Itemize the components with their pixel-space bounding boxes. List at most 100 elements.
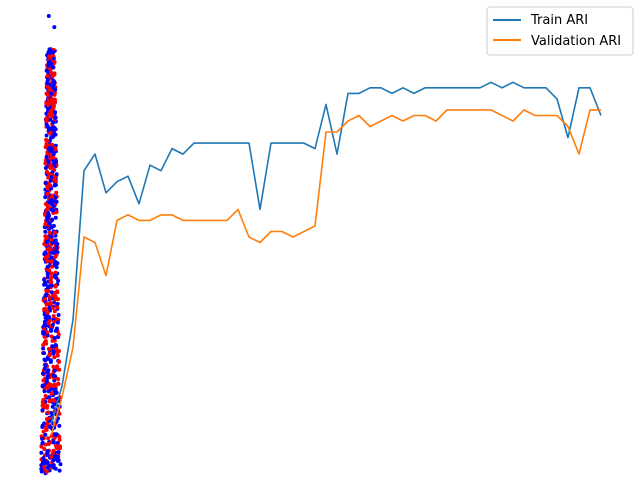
scatter-point <box>46 347 51 351</box>
scatter-point <box>44 240 49 244</box>
scatter-point <box>56 382 61 386</box>
scatter-point <box>42 458 47 463</box>
scatter-point <box>44 341 49 346</box>
scatter-point <box>46 284 51 289</box>
scatter-point <box>52 401 57 406</box>
scatter-point <box>48 425 53 430</box>
scatter-point <box>46 211 51 215</box>
scatter-point <box>42 307 47 312</box>
scatter-point <box>53 215 58 220</box>
legend: Train ARI Validation ARI <box>486 6 634 56</box>
scatter-point <box>50 259 54 264</box>
scatter-point <box>48 279 53 284</box>
legend-label-train: Train ARI <box>530 13 588 28</box>
scatter-point <box>52 199 57 204</box>
scatter-point <box>52 435 57 440</box>
scatter-point <box>40 441 45 446</box>
legend-frame <box>486 6 634 56</box>
scatter-point <box>49 271 54 276</box>
scatter-point <box>53 270 58 275</box>
scatter-point <box>46 442 51 446</box>
scatter-point <box>44 142 49 146</box>
scatter-point <box>41 429 46 434</box>
scatter-point <box>44 118 49 123</box>
scatter-point <box>42 447 47 451</box>
scatter-point <box>57 367 62 372</box>
scatter-point <box>44 469 49 474</box>
scatter-point <box>57 434 62 439</box>
scatter-point <box>42 366 47 371</box>
legend-label-validation: Validation ARI <box>531 34 621 49</box>
scatter-point <box>53 238 58 243</box>
scatter-point <box>51 314 56 319</box>
scatter-overlay <box>39 14 63 476</box>
scatter-point <box>50 142 55 147</box>
scatter-point <box>50 217 55 222</box>
scatter-point <box>42 297 47 301</box>
scatter-point <box>46 103 51 107</box>
scatter-point <box>43 229 48 234</box>
scatter-point <box>43 394 48 398</box>
scatter-point <box>48 130 53 135</box>
scatter-point <box>51 158 56 163</box>
scatter-point <box>44 169 49 174</box>
scatter-point <box>48 165 53 170</box>
scatter-point <box>42 464 47 469</box>
scatter-point <box>47 352 52 357</box>
scatter-point <box>50 170 55 175</box>
scatter-point <box>49 454 54 459</box>
scatter-point <box>52 92 57 97</box>
scatter-point <box>44 138 49 142</box>
scatter-point <box>47 399 52 404</box>
scatter-point <box>55 305 60 310</box>
scatter-point <box>42 322 47 327</box>
scatter-point <box>53 387 58 392</box>
scatter-point <box>43 250 48 255</box>
scatter-point <box>57 437 62 442</box>
scatter-point <box>49 250 54 255</box>
scatter-point <box>48 70 53 75</box>
scatter-point <box>49 391 54 396</box>
scatter-point <box>53 343 58 347</box>
scatter-point <box>49 237 54 242</box>
scatter-point <box>43 211 47 216</box>
scatter-point <box>45 85 50 89</box>
scatter-point <box>56 377 61 382</box>
series-line-train <box>50 81 602 426</box>
scatter-point <box>46 175 51 180</box>
scatter-point <box>54 190 59 195</box>
scatter-point <box>46 160 51 164</box>
scatter-point <box>41 346 46 351</box>
scatter-point <box>47 319 52 324</box>
scatter-point <box>58 444 62 449</box>
scatter-point <box>51 82 56 87</box>
scatter-point <box>42 389 47 394</box>
scatter-point <box>42 334 47 339</box>
scatter-point <box>44 424 49 429</box>
scatter-point <box>52 231 57 235</box>
scatter-point <box>45 465 50 470</box>
scatter-point <box>52 163 57 168</box>
scatter-point <box>50 338 55 343</box>
scatter-point <box>47 221 52 226</box>
scatter-point <box>52 250 57 255</box>
scatter-point <box>53 115 58 120</box>
scatter-point <box>44 315 49 320</box>
scatter-point <box>52 432 57 437</box>
scatter-point <box>48 87 53 92</box>
scatter-point <box>53 297 57 302</box>
scatter-point <box>54 346 59 351</box>
scatter-point <box>54 242 59 247</box>
scatter-point <box>43 166 48 170</box>
scatter-point <box>55 459 60 463</box>
scatter-point <box>44 235 49 239</box>
series-line-validation <box>50 109 601 437</box>
scatter-point <box>52 71 57 76</box>
series-lines <box>50 81 602 437</box>
scatter-point <box>45 73 50 78</box>
scatter-point <box>52 290 57 295</box>
scatter-point <box>52 368 57 373</box>
scatter-point <box>42 357 47 362</box>
scatter-point <box>56 313 61 317</box>
scatter-point <box>40 371 45 376</box>
